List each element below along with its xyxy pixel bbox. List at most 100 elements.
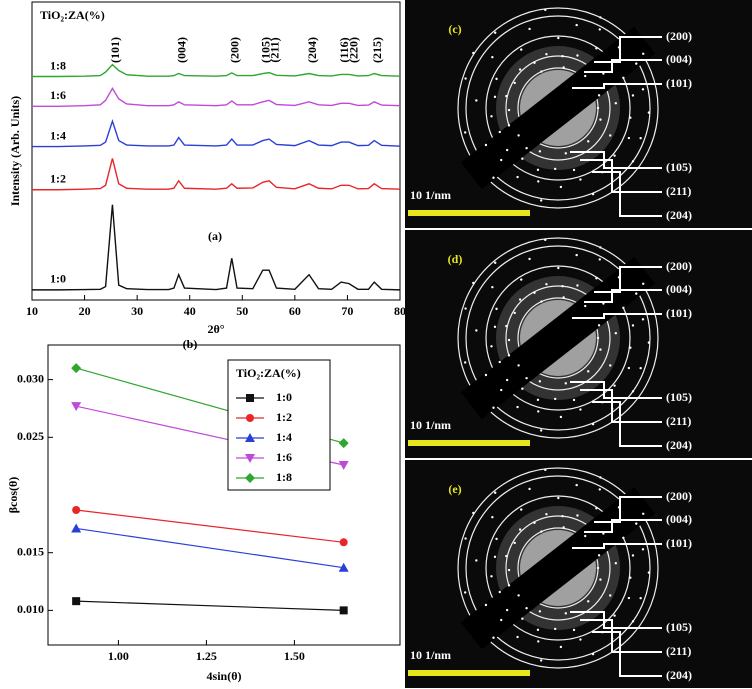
diffraction-spot — [613, 154, 616, 157]
diffraction-spot — [614, 102, 618, 105]
leader-line — [592, 631, 662, 677]
diffraction-spot — [629, 346, 632, 349]
diffraction-spot — [627, 136, 631, 140]
peak-label: (101) — [108, 37, 122, 63]
diffraction-spot — [516, 635, 519, 639]
diffraction-spot — [545, 283, 548, 286]
legend-title: TiO₂:ZA(%) — [40, 8, 105, 22]
legend-marker — [245, 433, 255, 442]
diffraction-spot — [584, 534, 587, 538]
diffraction-spot — [463, 591, 467, 594]
diffraction-spot — [505, 148, 509, 152]
leader-line — [584, 59, 662, 73]
diffraction-spot — [490, 345, 493, 348]
series-label: 1:0 — [50, 272, 66, 286]
diffraction-spot — [517, 594, 520, 597]
series-label: 1:4 — [50, 128, 66, 142]
diffraction-spot — [622, 76, 625, 79]
diffraction-spot — [642, 512, 645, 515]
diffraction-spot — [495, 77, 498, 81]
panel-label: (b) — [183, 337, 198, 351]
diffraction-spot — [564, 152, 567, 155]
scale-label: 10 1/nm — [410, 188, 451, 202]
x-tick-label: 1.50 — [284, 649, 305, 663]
diffraction-spot — [540, 300, 543, 303]
diffraction-spot — [528, 487, 531, 491]
diffraction-spot — [635, 292, 638, 295]
diffraction-spot — [544, 468, 547, 472]
diffraction-ring — [485, 35, 631, 181]
diffraction-spot — [599, 118, 602, 121]
wh-line — [76, 527, 344, 569]
diffraction-spot — [537, 180, 540, 183]
diffraction-spot — [559, 415, 563, 419]
diffraction-spot — [539, 199, 543, 202]
diffraction-spot — [598, 28, 601, 31]
diffraction-spot — [505, 608, 509, 612]
diffraction-spot — [635, 62, 638, 65]
diffraction-spot — [561, 284, 564, 288]
diffraction-spot — [591, 192, 595, 196]
plane-label: (200) — [666, 29, 692, 43]
leader-line — [592, 171, 662, 217]
diffraction-spot — [622, 536, 625, 539]
diffraction-spot — [575, 23, 578, 27]
diffraction-spot — [518, 68, 522, 71]
diffraction-spot — [540, 530, 543, 533]
diffraction-spot — [598, 488, 601, 491]
scale-label: 10 1/nm — [410, 648, 451, 662]
scale-bar — [408, 440, 530, 446]
diffraction-spot — [516, 405, 519, 409]
peak-label: (200) — [228, 37, 242, 63]
diffraction-spot — [562, 66, 565, 69]
y-tick-label: 0.015 — [17, 544, 44, 558]
diffraction-spot — [484, 373, 488, 377]
leader-line — [584, 289, 662, 303]
diffraction-spot — [595, 47, 598, 50]
diffraction-spot — [507, 338, 511, 342]
diffraction-spot — [507, 108, 511, 112]
diffraction-spot — [475, 99, 478, 102]
diffraction-spot — [564, 612, 567, 615]
diffraction-spot — [507, 354, 511, 357]
diffraction-spot — [587, 600, 590, 603]
diffraction-ring — [485, 265, 631, 411]
x-tick-label: 1.00 — [108, 649, 129, 663]
diffraction-ring — [505, 515, 611, 621]
diffraction-spot — [629, 576, 632, 579]
leader-line — [572, 313, 662, 319]
diffraction-spot — [536, 628, 540, 632]
diffraction-spot — [513, 311, 516, 315]
diffraction-spot — [500, 388, 503, 392]
diffraction-spot — [572, 168, 576, 172]
plane-label: (004) — [666, 282, 692, 296]
xrd-line — [32, 63, 401, 78]
diffraction-spot — [500, 158, 503, 162]
x-tick-label: 50 — [236, 304, 248, 318]
legend-title: TiO₂:ZA(%) — [236, 366, 301, 380]
plane-label: (101) — [666, 536, 692, 550]
diffraction-spot — [493, 95, 497, 99]
diffraction-spot — [475, 329, 478, 332]
diffraction-spot — [492, 406, 495, 409]
diffraction-spot — [609, 594, 612, 597]
diffraction-spot — [537, 410, 540, 413]
diffraction-ring — [457, 467, 659, 669]
diffraction-spot — [539, 659, 543, 662]
diffraction-spot — [576, 514, 579, 517]
legend-marker — [245, 454, 255, 463]
x-tick-label: 20 — [79, 304, 91, 318]
diffraction-spot — [537, 640, 540, 643]
diffraction-spot — [599, 246, 602, 249]
diffraction-spot — [525, 376, 528, 380]
beam-stop — [460, 256, 656, 420]
y-tick-label: 0.010 — [17, 602, 44, 616]
diffraction-spot — [472, 51, 475, 55]
y-tick-label: 0.030 — [17, 371, 44, 385]
marker — [72, 506, 81, 514]
legend-label: 1:2 — [276, 410, 292, 424]
legend-marker — [245, 473, 255, 483]
diffraction-ring — [465, 475, 651, 661]
diffraction-spot — [520, 508, 523, 511]
